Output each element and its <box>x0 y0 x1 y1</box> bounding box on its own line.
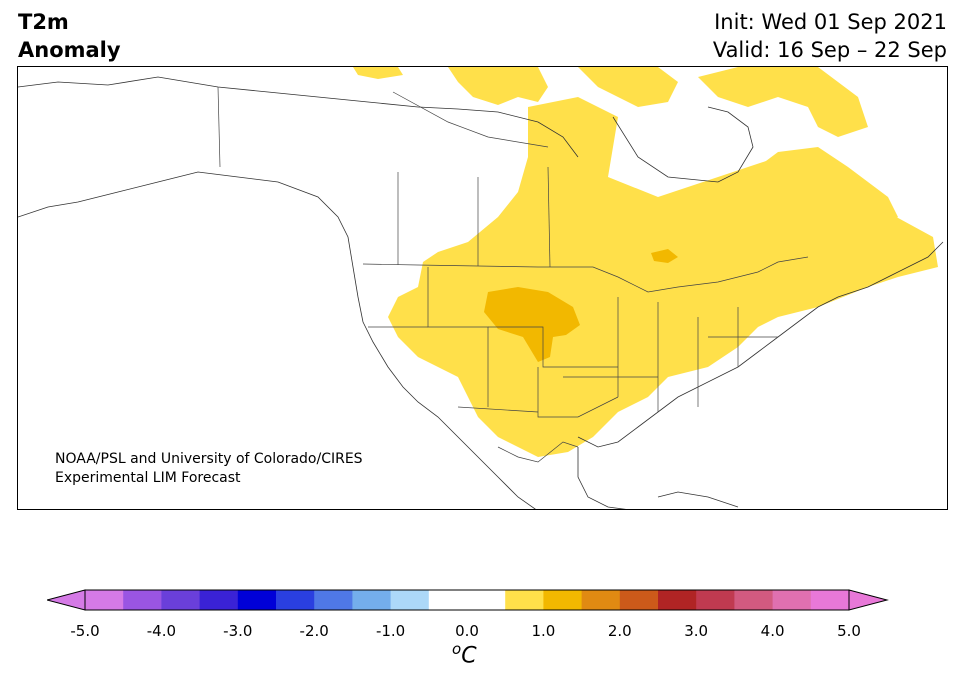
title-line-1: T2m <box>18 10 69 34</box>
credit-text: NOAA/PSL and University of Colorado/CIRE… <box>55 450 363 488</box>
colorbar-segment <box>428 590 468 610</box>
colorbar-tick-label: -4.0 <box>146 622 177 640</box>
colorbar-segment <box>543 590 583 610</box>
colorbar-tick-label: -1.0 <box>375 622 406 640</box>
colorbar-segment <box>734 590 774 610</box>
colorbar-unit: oC <box>452 640 477 668</box>
colorbar-segment <box>314 590 353 610</box>
colorbar-segment <box>467 590 506 610</box>
map-title: T2m Anomaly <box>18 8 121 64</box>
colorbar <box>47 589 889 611</box>
colorbar-tick-label: 1.0 <box>531 622 556 640</box>
political-borders <box>217 86 809 463</box>
date-info: Init: Wed 01 Sep 2021 Valid: 16 Sep – 22… <box>713 8 947 64</box>
unit-base: C <box>461 643 477 669</box>
colorbar-segment <box>696 590 735 610</box>
coastlines <box>18 76 944 509</box>
colorbar-segments <box>85 590 850 610</box>
anomaly-map <box>17 66 948 510</box>
colorbar-segment <box>161 590 201 610</box>
colorbar-frame <box>84 589 850 611</box>
anomaly-warm-region <box>353 67 938 457</box>
colorbar-segment <box>505 590 544 610</box>
colorbar-segment <box>619 590 659 610</box>
colorbar-tick-label: 2.0 <box>607 622 632 640</box>
unit-degree: o <box>452 640 462 658</box>
colorbar-segment <box>390 590 430 610</box>
credit-line-2: Experimental LIM Forecast <box>55 470 241 486</box>
valid-range: Valid: 16 Sep – 22 Sep <box>712 38 947 62</box>
colorbar-segment <box>581 590 621 610</box>
colorbar-tick-label: -3.0 <box>223 622 253 640</box>
map-canvas <box>18 67 944 509</box>
colorbar-tick-label: -2.0 <box>299 622 329 640</box>
colorbar-segment <box>658 590 697 610</box>
colorbar-segment <box>237 590 277 610</box>
colorbar-tick-label: 5.0 <box>837 622 861 640</box>
colorbar-segment <box>276 590 315 610</box>
colorbar-segment <box>85 590 124 610</box>
colorbar-min-arrow <box>47 589 86 611</box>
colorbar-segment <box>772 590 812 610</box>
colorbar-max-arrow <box>848 589 889 611</box>
anomaly-strong-region <box>484 249 678 362</box>
init-date: Init: Wed 01 Sep 2021 <box>714 10 947 34</box>
colorbar-segment <box>352 590 392 610</box>
colorbar-segment <box>199 590 239 610</box>
colorbar-tick-label: 4.0 <box>760 622 785 640</box>
colorbar-segment <box>810 590 850 610</box>
credit-line-1: NOAA/PSL and University of Colorado/CIRE… <box>55 451 363 467</box>
colorbar-tick-label: -5.0 <box>70 622 100 640</box>
colorbar-tick-label: 3.0 <box>684 622 709 640</box>
colorbar-tick-label: 0.0 <box>455 622 479 640</box>
colorbar-segment <box>123 590 162 610</box>
title-line-2: Anomaly <box>18 38 121 62</box>
